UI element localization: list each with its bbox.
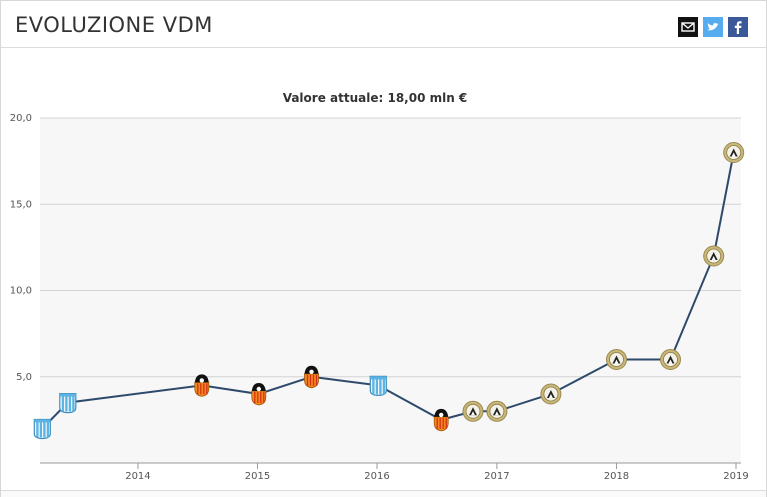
x-tick-label: 2019 bbox=[723, 471, 748, 482]
y-tick-label: 15,0 bbox=[10, 199, 32, 210]
share-email-button[interactable] bbox=[678, 17, 698, 37]
data-point-valencia-icon[interactable] bbox=[194, 374, 210, 397]
share-twitter-button[interactable] bbox=[703, 17, 723, 37]
data-point-udinese-icon[interactable] bbox=[462, 400, 484, 422]
data-point-udinese-icon[interactable] bbox=[703, 245, 725, 267]
data-point-udinese-icon[interactable] bbox=[723, 142, 745, 163]
data-point-valencia-icon[interactable] bbox=[251, 383, 267, 406]
y-tick-label: 20,0 bbox=[10, 113, 32, 124]
y-tick-label: 10,0 bbox=[10, 286, 32, 297]
share-facebook-button[interactable] bbox=[728, 17, 748, 37]
card-header: EVOLUZIONE VDM bbox=[1, 1, 766, 48]
facebook-f-icon bbox=[734, 21, 742, 34]
envelope-icon bbox=[681, 22, 695, 32]
data-point-valencia-icon[interactable] bbox=[304, 365, 319, 389]
twitter-bird-icon bbox=[707, 23, 719, 31]
chart-title: Valore attuale: 18,00 mln € bbox=[283, 91, 468, 105]
x-tick-label: 2017 bbox=[484, 471, 509, 482]
x-tick-label: 2018 bbox=[604, 471, 629, 482]
market-value-chart: Valore attuale: 18,00 mln € 5,0 10,0 15,0 2… bbox=[10, 91, 749, 482]
data-point-udinese-icon[interactable] bbox=[660, 349, 681, 370]
x-tick-label: 2015 bbox=[245, 471, 270, 482]
data-point-racing-icon[interactable] bbox=[369, 375, 387, 396]
x-tick-label: 2014 bbox=[125, 471, 150, 482]
data-point-udinese-icon[interactable] bbox=[540, 383, 562, 405]
data-point-valencia-icon[interactable] bbox=[433, 408, 449, 432]
data-point-racing-icon[interactable] bbox=[33, 418, 51, 440]
card-footer-divider bbox=[1, 490, 766, 497]
y-tick-label: 5,0 bbox=[16, 372, 32, 383]
chart-container: Valore attuale: 18,00 mln € 5,0 10,0 15,0 2… bbox=[1, 48, 766, 493]
card-title: EVOLUZIONE VDM bbox=[15, 13, 213, 37]
data-point-racing-icon[interactable] bbox=[59, 393, 77, 414]
data-point-udinese-icon[interactable] bbox=[606, 349, 627, 370]
data-point-udinese-icon[interactable] bbox=[486, 400, 508, 422]
x-tick-label: 2016 bbox=[364, 471, 389, 482]
